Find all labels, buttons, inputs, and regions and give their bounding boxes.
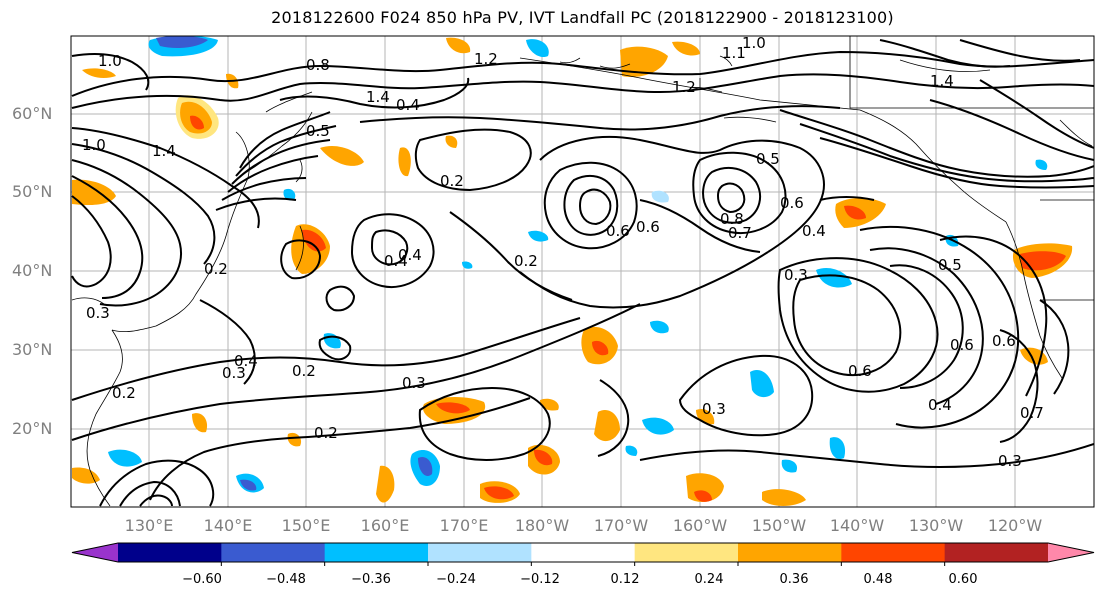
contour-label: 0.3 <box>222 364 246 382</box>
colorbar-outline <box>71 542 1095 563</box>
lon-label: 160°E <box>360 516 410 535</box>
colorbar-segment <box>118 543 222 562</box>
ivt-anomaly-fill <box>72 36 1073 506</box>
contour-label: 0.6 <box>950 336 974 354</box>
map-title: 2018122600 F024 850 hPa PV, IVT Landfall… <box>271 8 894 27</box>
contour-label: 1.0 <box>742 34 766 52</box>
coastlines <box>71 36 1094 507</box>
lon-label: 150°W <box>751 516 807 535</box>
lon-label: 140°W <box>829 516 885 535</box>
contour-label: 0.2 <box>514 252 538 270</box>
lon-label: 180°W <box>514 516 570 535</box>
contour-label: 0.2 <box>112 384 136 402</box>
colorbar-segment <box>944 543 1049 562</box>
colorbar-tick-label: 0.60 <box>948 572 978 587</box>
contour-labels: 1.0 0.8 1.2 1.1 1.0 1.4 1.2 0.4 0.5 1.4 … <box>82 34 1044 470</box>
positive-anomaly <box>72 37 1073 506</box>
negative-anomaly <box>108 36 1048 493</box>
lat-label: 20°N <box>12 419 53 438</box>
contour-label: 0.6 <box>848 362 872 380</box>
colorbar-tick-label: −0.12 <box>520 572 560 587</box>
contour-label: 0.8 <box>306 56 330 74</box>
lat-label: 30°N <box>12 340 53 359</box>
lon-label: 120°W <box>987 516 1043 535</box>
contour-label: 0.5 <box>306 122 330 140</box>
colorbar-segment <box>634 543 739 562</box>
colorbar-extend-low <box>72 543 118 562</box>
colorbar-extend-high <box>1048 543 1094 562</box>
lon-label: 140°E <box>203 516 253 535</box>
contour-label: 0.6 <box>636 218 660 236</box>
contour-label: 0.6 <box>780 194 804 212</box>
contour-label: 0.6 <box>606 222 630 240</box>
colorbar-segment <box>531 543 636 562</box>
contour-label: 1.4 <box>152 142 176 160</box>
contour-label: 1.2 <box>474 50 498 68</box>
colorbar-tick-label: 0.12 <box>610 572 640 587</box>
contour-label: 0.4 <box>384 252 408 270</box>
contour-label: 0.3 <box>402 374 426 392</box>
contour-label: 1.4 <box>930 72 954 90</box>
colorbar-tick-label: 0.48 <box>863 572 893 587</box>
colorbar-segment <box>324 543 429 562</box>
contour-label: 0.2 <box>204 260 228 278</box>
pv-contours <box>71 39 1094 507</box>
contour-label: 1.2 <box>672 78 696 96</box>
lat-label: 50°N <box>12 182 53 201</box>
colorbar-tick-label: −0.60 <box>182 572 222 587</box>
contour-label: 1.0 <box>82 136 106 154</box>
lon-label: 160°W <box>672 516 728 535</box>
contour-label: 0.5 <box>756 150 780 168</box>
contour-label: 0.5 <box>938 256 962 274</box>
contour-label: 0.3 <box>998 452 1022 470</box>
colorbar-tick-label: 0.24 <box>694 572 724 587</box>
contour-label: 0.4 <box>802 222 826 240</box>
colorbar <box>71 542 1095 566</box>
lat-label: 40°N <box>12 261 53 280</box>
contour-label: 0.6 <box>992 332 1016 350</box>
lat-label: 60°N <box>12 104 53 123</box>
contour-label: 0.7 <box>1020 404 1044 422</box>
map-frame <box>70 35 1095 508</box>
lon-label: 170°E <box>439 516 489 535</box>
colorbar-segment <box>221 543 326 562</box>
contour-label: 0.3 <box>86 304 110 322</box>
contour-label: 1.1 <box>722 44 746 62</box>
colorbar-segment <box>841 543 946 562</box>
contour-label: 1.0 <box>98 52 122 70</box>
contour-label: 0.4 <box>396 96 420 114</box>
colorbar-tick-label: −0.36 <box>351 572 391 587</box>
contour-label: 0.8 <box>720 210 744 228</box>
lon-label: 150°E <box>281 516 331 535</box>
contour-label: 1.4 <box>366 88 390 106</box>
lon-label: 130°E <box>124 516 174 535</box>
contour-label: 0.2 <box>292 362 316 380</box>
contour-label: 0.4 <box>928 396 952 414</box>
colorbar-segment <box>428 543 532 562</box>
colorbar-segment <box>738 543 842 562</box>
contour-label: 0.4 <box>398 246 422 264</box>
contour-label: 0.3 <box>702 400 726 418</box>
contour-label: 0.3 <box>784 266 808 284</box>
lon-label: 170°W <box>593 516 649 535</box>
contour-label: 0.2 <box>440 172 464 190</box>
colorbar-tick-label: −0.24 <box>436 572 476 587</box>
colorbar-tick-label: 0.36 <box>779 572 809 587</box>
contour-label: 0.2 <box>314 424 338 442</box>
colorbar-tick-label: −0.48 <box>266 572 306 587</box>
lon-label: 130°W <box>908 516 964 535</box>
contour-label: 0.7 <box>728 224 752 242</box>
contour-label: 0.4 <box>234 352 258 370</box>
